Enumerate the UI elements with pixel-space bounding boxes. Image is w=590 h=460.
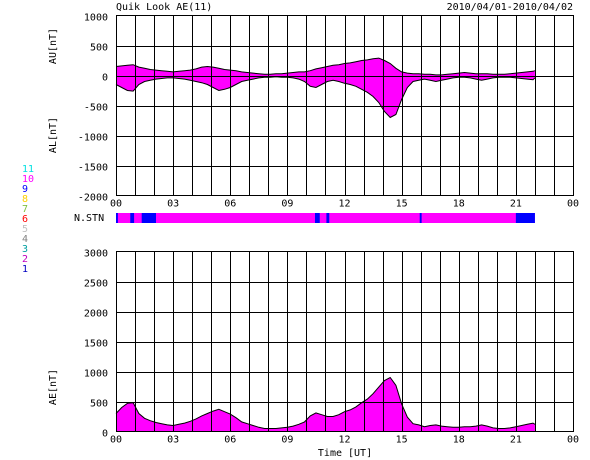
y-tick-label: 1000 (84, 13, 108, 24)
x-tick-label: 03 (167, 199, 179, 210)
au-al-frame (116, 15, 574, 196)
station-bar-base (116, 213, 535, 223)
date-range: 2010/04/01-2010/04/02 (447, 2, 573, 13)
x-tick-label: 06 (224, 435, 236, 446)
station-bar-segment (130, 213, 135, 223)
series-line-al (115, 76, 536, 119)
al-axis-label: AL[nT] (48, 117, 59, 153)
x-tick-label: 21 (510, 435, 522, 446)
y-tick-label: 1000 (84, 369, 108, 380)
legend-item-2: 2 (22, 254, 28, 265)
series-area-au (116, 58, 535, 76)
y-tick-label: 0 (102, 73, 108, 84)
au-al-y-ticks: 1000 500 0 -500 -1000 -1500 -2000 (78, 13, 108, 204)
x-tick-label: 00 (110, 435, 122, 446)
x-tick-label: 18 (453, 435, 465, 446)
y-tick-label: -500 (84, 103, 108, 114)
legend-item-6: 6 (22, 214, 28, 225)
station-bar-segment (419, 213, 422, 223)
x-tick-label: 03 (167, 435, 179, 446)
y-tick-label: 1500 (84, 339, 108, 350)
x-tick-label: 12 (338, 199, 350, 210)
legend-item-7: 7 (22, 204, 28, 215)
station-bar-segment (326, 213, 330, 223)
ae-frame (116, 251, 574, 432)
x-tick-label: 00 (110, 199, 122, 210)
x-tick-label: 00 (567, 199, 579, 210)
x-tick-label: 09 (281, 435, 293, 446)
y-tick-label: 500 (90, 43, 108, 54)
x-tick-label: 15 (396, 435, 408, 446)
station-count-bar (116, 213, 535, 223)
x-tick-label: 06 (224, 199, 236, 210)
series-area-al (116, 75, 535, 118)
x-tick-label: 15 (396, 199, 408, 210)
au-al-x-ticks: 00 03 06 09 12 15 18 21 00 (110, 199, 579, 210)
y-tick-label: 2500 (84, 279, 108, 290)
x-tick-label: 18 (453, 199, 465, 210)
legend-item-4: 4 (22, 234, 28, 245)
au-axis-label: AU[nT] (48, 28, 59, 64)
ae-axis-label: AE[nT] (48, 369, 59, 405)
series-area-ae (116, 377, 535, 432)
ae-plot-area (115, 376, 536, 432)
x-tick-label: 12 (338, 435, 350, 446)
au-al-grid (116, 15, 573, 196)
station-bar-segment (515, 213, 535, 223)
series-line-ae (115, 376, 536, 429)
y-tick-label: 0 (102, 429, 108, 440)
ae-x-ticks: 00 03 06 09 12 15 18 21 00 (110, 435, 579, 446)
station-bar-segment (141, 213, 156, 223)
station-bar-segment (314, 213, 320, 223)
x-axis-label: Time [UT] (318, 448, 372, 459)
legend-item-10: 10 (22, 174, 34, 185)
legend-item-8: 8 (22, 194, 28, 205)
x-tick-label: 09 (281, 199, 293, 210)
y-tick-label: -1500 (78, 163, 108, 174)
y-tick-label: 500 (90, 399, 108, 410)
legend-item-1: 1 (22, 264, 28, 275)
y-tick-label: 2000 (84, 309, 108, 320)
station-count-label: N.STN (74, 213, 104, 224)
legend-item-3: 3 (22, 244, 28, 255)
ae-grid (116, 251, 573, 432)
x-tick-label: 21 (510, 199, 522, 210)
station-bar-segment (116, 213, 118, 223)
legend-item-11: 11 (22, 164, 34, 175)
series-line-au (115, 57, 536, 76)
x-tick-label: 00 (567, 435, 579, 446)
legend-item-9: 9 (22, 184, 28, 195)
au-al-plot-area (115, 57, 536, 119)
ae-y-ticks: 3000 2500 2000 1500 1000 500 0 (84, 249, 108, 440)
chart-title: Quik Look AE(11) (116, 2, 212, 13)
y-tick-label: -2000 (78, 193, 108, 204)
legend-item-5: 5 (22, 224, 28, 235)
y-tick-label: -1000 (78, 133, 108, 144)
y-tick-label: 3000 (84, 249, 108, 260)
